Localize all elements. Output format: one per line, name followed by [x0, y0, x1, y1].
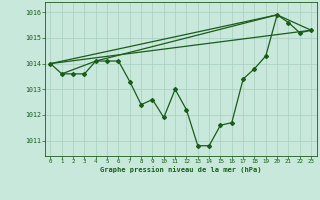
X-axis label: Graphe pression niveau de la mer (hPa): Graphe pression niveau de la mer (hPa): [100, 166, 261, 173]
